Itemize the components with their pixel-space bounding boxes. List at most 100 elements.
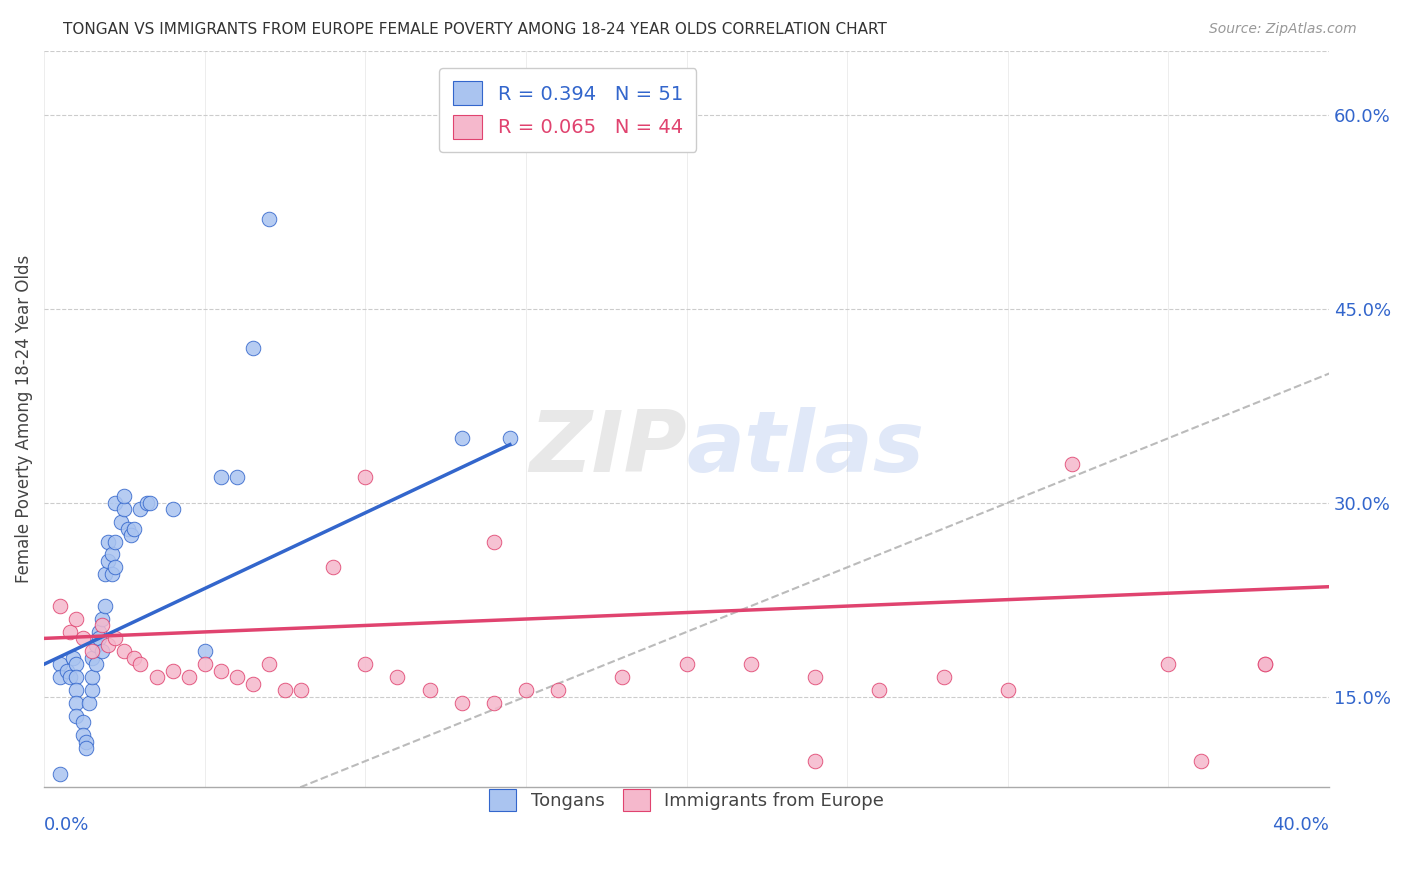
Point	[515, 683, 537, 698]
Point	[194, 644, 217, 658]
Point	[290, 683, 312, 698]
Point	[82, 644, 104, 658]
Point	[675, 657, 697, 672]
Text: 40.0%: 40.0%	[1272, 816, 1329, 834]
Legend: Tongans, Immigrants from Europe: Tongans, Immigrants from Europe	[482, 782, 891, 818]
Point	[804, 670, 827, 684]
Point	[65, 709, 87, 723]
Point	[129, 657, 152, 672]
Point	[1189, 754, 1212, 768]
Point	[139, 496, 162, 510]
Point	[82, 650, 104, 665]
Point	[112, 489, 135, 503]
Point	[75, 741, 97, 756]
Point	[104, 560, 127, 574]
Point	[1254, 657, 1277, 672]
Point	[257, 211, 280, 226]
Point	[59, 624, 82, 639]
Point	[804, 754, 827, 768]
Point	[112, 644, 135, 658]
Point	[97, 554, 120, 568]
Point	[740, 657, 762, 672]
Point	[65, 612, 87, 626]
Point	[482, 534, 505, 549]
Point	[274, 683, 297, 698]
Point	[194, 657, 217, 672]
Point	[65, 670, 87, 684]
Point	[49, 670, 72, 684]
Point	[482, 696, 505, 710]
Point	[65, 696, 87, 710]
Point	[97, 534, 120, 549]
Point	[1254, 657, 1277, 672]
Point	[612, 670, 634, 684]
Point	[1060, 457, 1083, 471]
Point	[162, 664, 184, 678]
Point	[87, 632, 110, 646]
Point	[82, 670, 104, 684]
Point	[84, 657, 107, 672]
Point	[75, 735, 97, 749]
Point	[997, 683, 1019, 698]
Point	[450, 696, 472, 710]
Point	[257, 657, 280, 672]
Point	[135, 496, 157, 510]
Point	[87, 624, 110, 639]
Point	[225, 470, 247, 484]
Point	[72, 728, 94, 742]
Point	[547, 683, 569, 698]
Text: ZIP: ZIP	[529, 407, 686, 490]
Point	[77, 696, 100, 710]
Text: TONGAN VS IMMIGRANTS FROM EUROPE FEMALE POVERTY AMONG 18-24 YEAR OLDS CORRELATIO: TONGAN VS IMMIGRANTS FROM EUROPE FEMALE …	[63, 22, 887, 37]
Text: 0.0%: 0.0%	[44, 816, 90, 834]
Point	[110, 515, 132, 529]
Point	[354, 657, 377, 672]
Point	[354, 470, 377, 484]
Point	[49, 599, 72, 613]
Point	[104, 632, 127, 646]
Text: Source: ZipAtlas.com: Source: ZipAtlas.com	[1209, 22, 1357, 37]
Point	[94, 566, 117, 581]
Point	[120, 528, 142, 542]
Point	[499, 431, 522, 445]
Point	[72, 632, 94, 646]
Point	[90, 612, 112, 626]
Point	[209, 470, 232, 484]
Point	[209, 664, 232, 678]
Y-axis label: Female Poverty Among 18-24 Year Olds: Female Poverty Among 18-24 Year Olds	[15, 255, 32, 583]
Point	[84, 638, 107, 652]
Point	[129, 502, 152, 516]
Point	[242, 676, 264, 690]
Point	[162, 502, 184, 516]
Point	[55, 664, 77, 678]
Point	[100, 548, 122, 562]
Point	[97, 638, 120, 652]
Point	[1157, 657, 1180, 672]
Point	[225, 670, 247, 684]
Point	[122, 650, 145, 665]
Point	[112, 502, 135, 516]
Point	[65, 683, 87, 698]
Point	[100, 566, 122, 581]
Point	[82, 683, 104, 698]
Point	[62, 650, 84, 665]
Point	[94, 599, 117, 613]
Point	[932, 670, 955, 684]
Point	[419, 683, 441, 698]
Point	[49, 767, 72, 781]
Point	[104, 534, 127, 549]
Point	[868, 683, 890, 698]
Point	[104, 496, 127, 510]
Point	[59, 670, 82, 684]
Point	[117, 522, 139, 536]
Point	[145, 670, 167, 684]
Point	[72, 715, 94, 730]
Point	[90, 618, 112, 632]
Point	[49, 657, 72, 672]
Point	[177, 670, 200, 684]
Point	[242, 341, 264, 355]
Point	[387, 670, 409, 684]
Point	[122, 522, 145, 536]
Point	[90, 644, 112, 658]
Text: atlas: atlas	[686, 407, 925, 490]
